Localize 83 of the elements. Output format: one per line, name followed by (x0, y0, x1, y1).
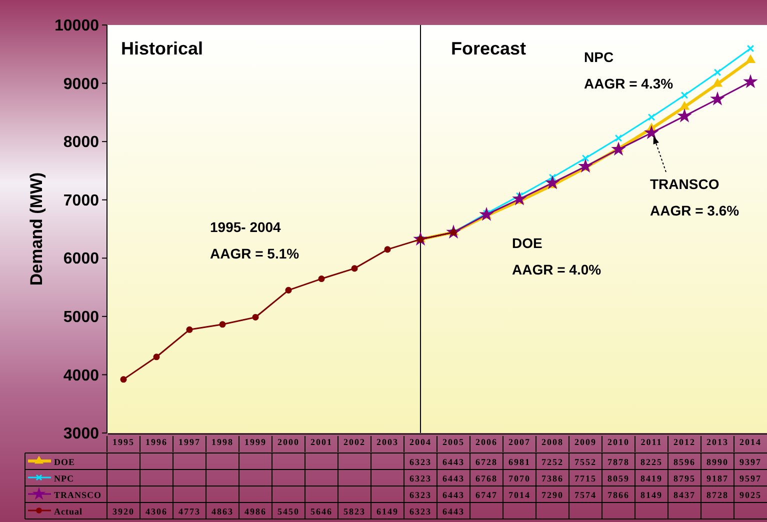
data-label: 6149 (376, 506, 398, 516)
data-label: 6768 (476, 474, 498, 484)
data-label: 6323 (410, 474, 432, 484)
x-tick-label: 2009 (574, 437, 596, 447)
data-label: 6323 (410, 457, 432, 467)
data-label: 6443 (442, 474, 464, 484)
data-label: 7014 (508, 490, 530, 500)
data-label: 8059 (608, 474, 630, 484)
y-tick-label: 5000 (63, 309, 100, 326)
x-tick-label: 2003 (376, 437, 398, 447)
x-tick-label: 2002 (344, 437, 366, 447)
data-label: 7070 (508, 474, 530, 484)
y-tick-label: 9000 (63, 76, 100, 93)
y-tick-label: 7000 (63, 192, 100, 210)
data-label: 7290 (542, 490, 564, 500)
data-label: 4986 (244, 506, 266, 516)
data-label: 8795 (674, 474, 696, 484)
x-tick-label: 2008 (542, 437, 564, 447)
legend-label: DOE (54, 457, 76, 467)
data-label: 7552 (574, 457, 596, 467)
data-label: 7252 (542, 457, 564, 467)
x-tick-label: 2004 (410, 437, 432, 447)
data-label: 8149 (640, 490, 662, 500)
data-label: 9025 (740, 490, 762, 500)
data-label: 6443 (442, 506, 464, 516)
y-tick-label: 3000 (63, 426, 100, 443)
y-tick-label: 8000 (63, 134, 100, 152)
data-label: 8728 (706, 490, 728, 500)
y-tick-label: 4000 (63, 367, 100, 384)
data-label: 8419 (640, 474, 662, 484)
data-label: 4773 (178, 506, 200, 516)
y-tick-label: 6000 (63, 250, 100, 268)
y-tick-label: 10000 (54, 18, 100, 35)
data-label: 7386 (542, 474, 564, 484)
x-tick-label: 1999 (244, 437, 266, 447)
data-label: 7878 (608, 457, 630, 467)
annotation: DOE AAGR = 4.0% (512, 234, 602, 278)
legend-label: Actual (54, 506, 82, 516)
data-label: 5823 (344, 506, 366, 516)
x-tick-label: 1995 (112, 437, 134, 447)
y-axis-title: Demand (MW) (27, 172, 46, 286)
data-label: 3920 (112, 506, 134, 516)
annotation: 1995- 2004 AAGR = 5.1% (210, 218, 300, 262)
x-tick-label: 2010 (608, 437, 630, 447)
data-label: 6323 (410, 490, 432, 500)
annotation: Forecast (451, 38, 526, 58)
x-tick-label: 1996 (146, 437, 168, 447)
data-label: 9597 (740, 474, 762, 484)
data-label: 4863 (212, 506, 234, 516)
annotation: TRANSCO AAGR = 3.6% (650, 176, 740, 218)
data-label: 6323 (410, 506, 432, 516)
data-label: 6728 (476, 457, 498, 467)
annotation: Historical (121, 38, 204, 58)
x-tick-label: 2013 (706, 437, 728, 447)
x-tick-label: 2011 (640, 437, 662, 447)
legend-label: TRANSCO (54, 490, 102, 500)
data-label: 6443 (442, 457, 464, 467)
data-label: 6747 (476, 490, 498, 500)
x-tick-label: 2000 (278, 437, 300, 447)
data-label: 5450 (278, 506, 300, 516)
x-tick-label: 1998 (212, 437, 234, 447)
data-label: 7715 (574, 474, 596, 484)
data-label: 8596 (674, 457, 696, 467)
data-label: 9187 (706, 474, 728, 484)
data-label: 9397 (740, 457, 762, 467)
data-label: 8225 (640, 457, 662, 467)
data-label: 5646 (310, 506, 332, 516)
data-label: 8437 (674, 490, 696, 500)
data-label: 7574 (574, 490, 596, 500)
data-label: 8990 (706, 457, 728, 467)
x-tick-label: 1997 (178, 437, 200, 447)
annotation: NPC AAGR = 4.3% (584, 48, 674, 92)
data-label: 6981 (508, 457, 530, 467)
x-tick-label: 2014 (740, 437, 762, 447)
data-label: 7866 (608, 490, 630, 500)
data-label: 6443 (442, 490, 464, 500)
legend-label: NPC (54, 474, 74, 484)
x-tick-label: 2005 (442, 437, 464, 447)
x-tick-label: 2006 (476, 437, 498, 447)
x-tick-label: 2007 (508, 437, 530, 447)
x-tick-label: 2012 (674, 437, 696, 447)
data-label: 4306 (146, 506, 168, 516)
x-tick-label: 2001 (310, 437, 332, 447)
